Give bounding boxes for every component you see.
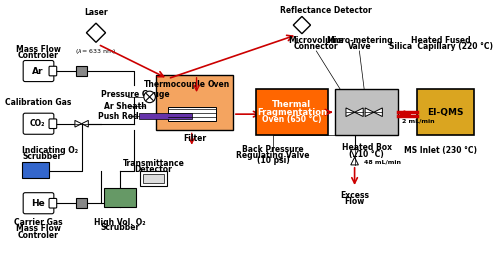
Text: Heated Box: Heated Box	[342, 143, 392, 152]
Bar	[139, 113, 192, 119]
Bar	[168, 107, 216, 121]
Bar	[76, 198, 87, 209]
Text: Push Rod: Push Rod	[98, 112, 138, 120]
Text: Carrier Gas: Carrier Gas	[14, 218, 63, 227]
Bar	[76, 66, 87, 76]
Text: Ar Sheath: Ar Sheath	[104, 102, 146, 111]
Text: Flow: Flow	[344, 196, 364, 206]
Text: MS Inlet (230 °C): MS Inlet (230 °C)	[404, 146, 477, 155]
Text: 2 mL/min: 2 mL/min	[402, 118, 435, 123]
Text: Oven (650 °C): Oven (650 °C)	[262, 116, 322, 124]
Text: Excess: Excess	[340, 191, 369, 200]
FancyBboxPatch shape	[49, 119, 56, 129]
Polygon shape	[351, 157, 358, 165]
Bar	[140, 171, 167, 186]
Bar	[104, 188, 136, 207]
Polygon shape	[374, 108, 382, 117]
Text: He: He	[30, 199, 44, 208]
Text: Thermocouple: Thermocouple	[144, 80, 206, 89]
FancyBboxPatch shape	[23, 60, 54, 82]
FancyBboxPatch shape	[23, 113, 54, 134]
Text: Oven: Oven	[208, 80, 230, 89]
Bar	[156, 75, 233, 130]
Bar	[417, 89, 474, 135]
Polygon shape	[351, 150, 358, 157]
Text: Scrubber: Scrubber	[100, 223, 140, 232]
Polygon shape	[75, 120, 82, 127]
Polygon shape	[86, 23, 106, 42]
Text: Micro-metering: Micro-metering	[326, 36, 392, 45]
Text: Back Pressure: Back Pressure	[242, 145, 304, 154]
Text: Filter: Filter	[183, 134, 206, 143]
Text: Scrubber: Scrubber	[22, 152, 62, 161]
Text: Transmittance: Transmittance	[122, 159, 184, 168]
Text: 48 mL/min: 48 mL/min	[364, 160, 401, 165]
Polygon shape	[365, 108, 374, 117]
Bar	[143, 173, 164, 183]
FancyBboxPatch shape	[49, 66, 56, 76]
Text: Connector: Connector	[294, 42, 339, 51]
Text: Fragmentation: Fragmentation	[257, 108, 327, 117]
FancyBboxPatch shape	[23, 193, 54, 214]
Text: (210 °C): (210 °C)	[349, 150, 384, 159]
FancyBboxPatch shape	[49, 198, 56, 208]
Text: Ar: Ar	[32, 66, 44, 76]
Bar	[256, 89, 328, 135]
Polygon shape	[346, 108, 354, 117]
Text: Silica  Capillary (220 °C): Silica Capillary (220 °C)	[389, 42, 493, 51]
Polygon shape	[354, 108, 363, 117]
Text: Pressure Gauge: Pressure Gauge	[101, 89, 170, 99]
Circle shape	[144, 91, 156, 103]
Text: Heated Fused: Heated Fused	[411, 36, 470, 45]
Text: Mass Flow: Mass Flow	[16, 224, 61, 233]
Text: Regulating Valve: Regulating Valve	[236, 151, 310, 160]
Polygon shape	[82, 120, 88, 127]
Text: Mass Flow: Mass Flow	[16, 45, 61, 54]
Text: ($\lambda$= 633 nm): ($\lambda$= 633 nm)	[76, 47, 116, 56]
Text: Calibration Gas: Calibration Gas	[6, 98, 71, 107]
Text: High Vol. O₂: High Vol. O₂	[94, 218, 146, 227]
Text: Indicating O₂: Indicating O₂	[22, 146, 78, 155]
Bar	[336, 89, 398, 135]
Text: Reflectance Detector: Reflectance Detector	[280, 6, 372, 16]
Text: Detector: Detector	[134, 165, 172, 174]
Text: Microvolume: Microvolume	[288, 36, 344, 45]
Text: Controler: Controler	[18, 51, 59, 60]
Text: Thermal: Thermal	[272, 100, 312, 109]
Text: Laser: Laser	[84, 8, 108, 17]
Polygon shape	[294, 16, 310, 34]
Text: CO₂: CO₂	[30, 119, 46, 128]
Bar	[22, 162, 49, 178]
Text: Controler: Controler	[18, 231, 59, 240]
Text: EI-QMS: EI-QMS	[428, 108, 464, 117]
Text: Valve: Valve	[348, 42, 371, 51]
Text: (10 psi): (10 psi)	[257, 156, 290, 165]
